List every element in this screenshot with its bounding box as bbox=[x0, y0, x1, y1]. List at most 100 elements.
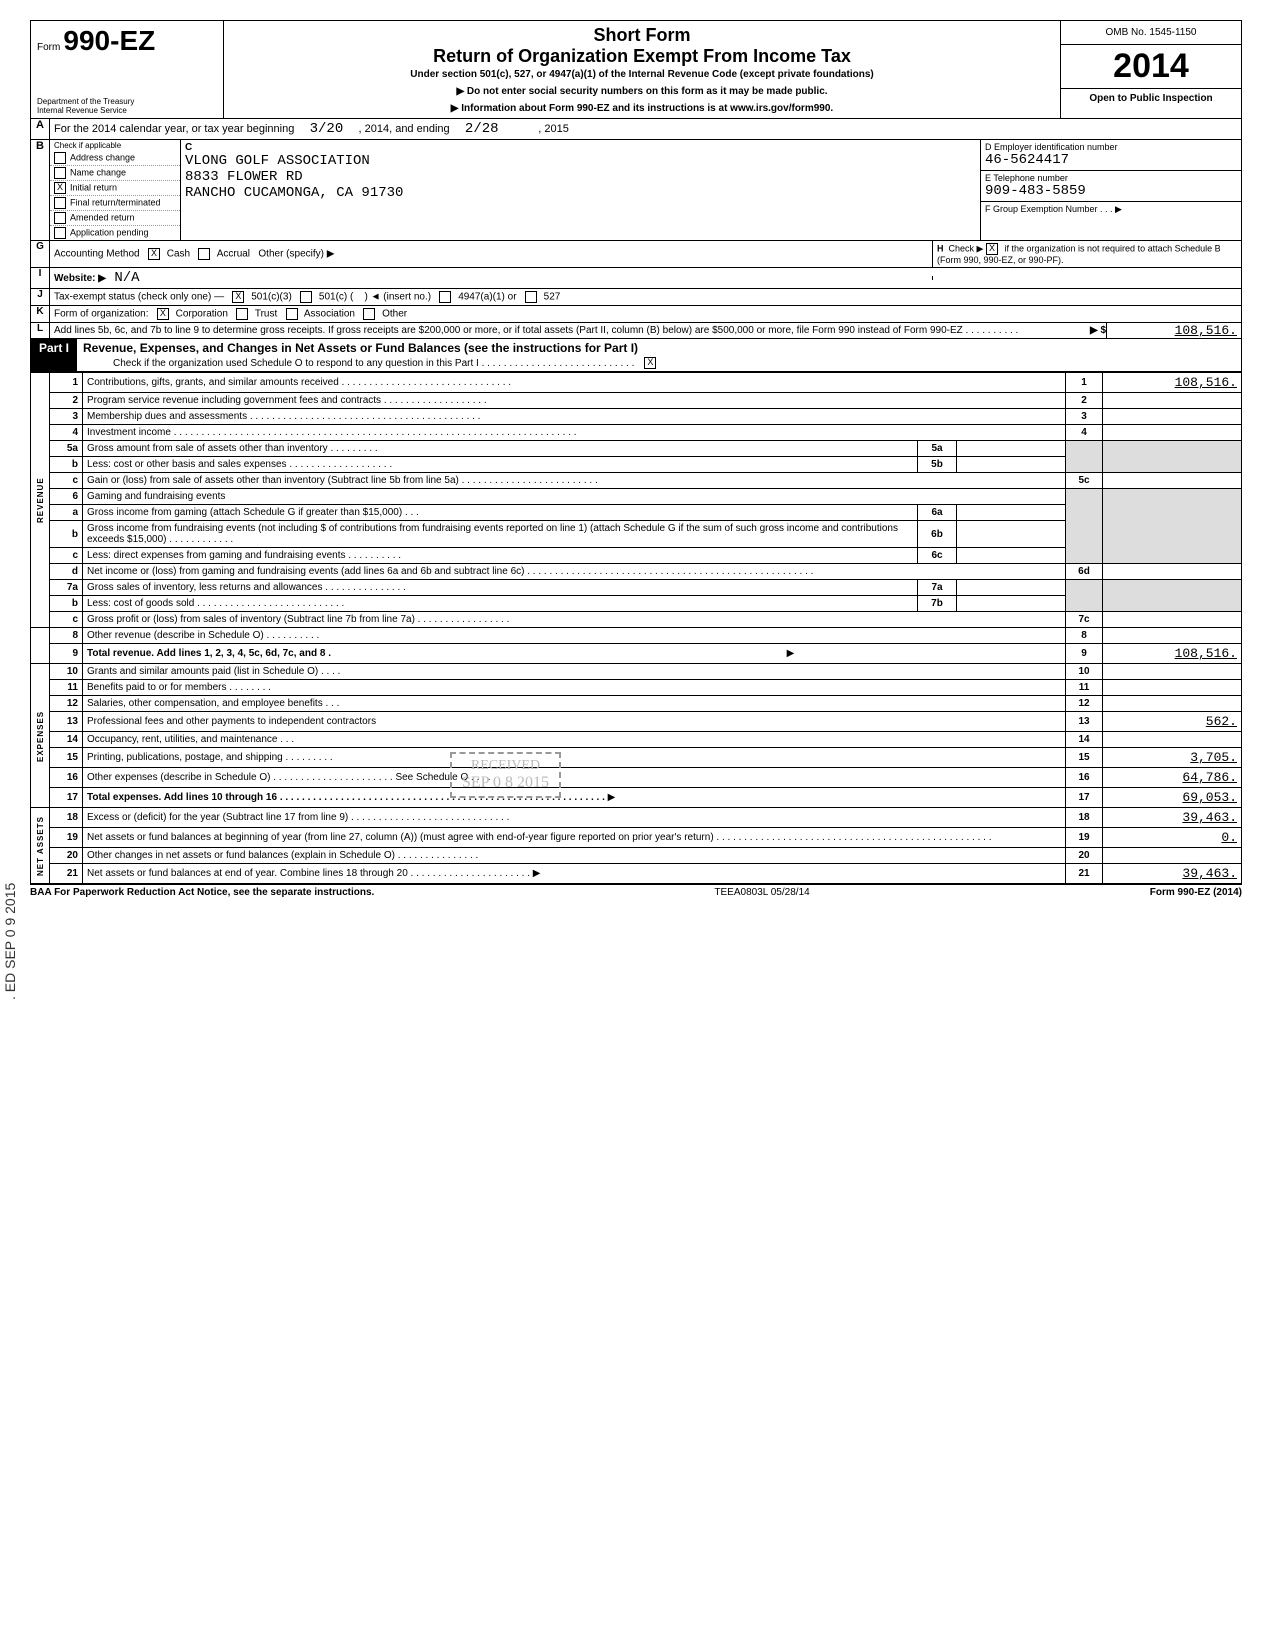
r9-on: 9 bbox=[1066, 644, 1103, 664]
chk-schedule-o[interactable]: X bbox=[644, 357, 656, 369]
chk-name-change[interactable] bbox=[54, 167, 66, 179]
r5c-num: c bbox=[50, 473, 83, 489]
r4-num: 4 bbox=[50, 425, 83, 441]
opt-501c: 501(c) ( bbox=[319, 292, 353, 303]
label-j: J bbox=[31, 289, 50, 305]
r5c-on: 5c bbox=[1066, 473, 1103, 489]
r9-ov: 108,516. bbox=[1103, 644, 1242, 664]
r8-num: 8 bbox=[50, 628, 83, 644]
label-g: G bbox=[31, 241, 50, 267]
line-l-text: Add lines 5b, 6c, and 7b to line 9 to de… bbox=[50, 323, 1046, 338]
chk-accrual[interactable] bbox=[198, 248, 210, 260]
acct-method-label: Accounting Method bbox=[54, 249, 140, 260]
r17-num: 17 bbox=[50, 788, 83, 808]
chk-h[interactable]: X bbox=[986, 243, 998, 255]
opt-final: Final return/terminated bbox=[70, 197, 161, 207]
chk-initial-return[interactable]: X bbox=[54, 182, 66, 194]
chk-amended-return[interactable] bbox=[54, 212, 66, 224]
r15-ov: 3,705. bbox=[1103, 748, 1242, 768]
r4-ov bbox=[1103, 425, 1242, 441]
chk-501c[interactable] bbox=[300, 291, 312, 303]
r12-on: 12 bbox=[1066, 696, 1103, 712]
label-h: H bbox=[937, 243, 944, 253]
chk-application-pending[interactable] bbox=[54, 227, 66, 239]
opt-trust: Trust bbox=[255, 309, 277, 320]
chk-trust[interactable] bbox=[236, 308, 248, 320]
block-bcdef: B Check if applicable Address change Nam… bbox=[30, 140, 1242, 241]
ssn-warning: ▶ Do not enter social security numbers o… bbox=[230, 86, 1054, 97]
chk-527[interactable] bbox=[525, 291, 537, 303]
r5b-num: b bbox=[50, 457, 83, 473]
r17-arrow: ▶ bbox=[608, 792, 616, 803]
r18-desc: Excess or (deficit) for the year (Subtra… bbox=[83, 808, 1066, 828]
footer-mid: TEEA0803L 05/28/14 bbox=[714, 887, 809, 898]
tax-year: 2014 bbox=[1061, 45, 1241, 89]
r14-on: 14 bbox=[1066, 732, 1103, 748]
r2-on: 2 bbox=[1066, 393, 1103, 409]
opt-amended: Amended return bbox=[70, 212, 135, 222]
chk-501c3[interactable]: X bbox=[232, 291, 244, 303]
chk-corp[interactable]: X bbox=[157, 308, 169, 320]
begin-date: 3/20 bbox=[310, 121, 344, 137]
r7c-desc: Gross profit or (loss) from sales of inv… bbox=[83, 612, 1066, 628]
r7a-num: 7a bbox=[50, 580, 83, 596]
r16-ov: 64,786. bbox=[1103, 768, 1242, 788]
r15-desc: Printing, publications, postage, and shi… bbox=[83, 748, 1066, 768]
r20-desc: Other changes in net assets or fund bala… bbox=[83, 848, 1066, 864]
label-f: F Group Exemption Number . . . ▶ bbox=[985, 204, 1237, 215]
h-text1: Check ▶ bbox=[949, 243, 984, 253]
r21-arrow: ▶ bbox=[533, 868, 541, 879]
r18-num: 18 bbox=[50, 808, 83, 828]
r5b-desc: Less: cost or other basis and sales expe… bbox=[83, 457, 918, 473]
opt-corp: Corporation bbox=[176, 309, 228, 320]
r5b-in: 5b bbox=[918, 457, 957, 473]
r7c-ov bbox=[1103, 612, 1242, 628]
r21-num: 21 bbox=[50, 864, 83, 884]
r9-desc: Total revenue. Add lines 1, 2, 3, 4, 5c,… bbox=[87, 648, 331, 659]
r6d-on: 6d bbox=[1066, 564, 1103, 580]
opt-501c3: 501(c)(3) bbox=[251, 292, 292, 303]
r15-num: 15 bbox=[50, 748, 83, 768]
chk-assoc[interactable] bbox=[286, 308, 298, 320]
other-label: Other (specify) ▶ bbox=[258, 249, 334, 260]
r14-num: 14 bbox=[50, 732, 83, 748]
r6d-num: d bbox=[50, 564, 83, 580]
r1-on: 1 bbox=[1066, 373, 1103, 393]
r5a-in: 5a bbox=[918, 441, 957, 457]
r12-num: 12 bbox=[50, 696, 83, 712]
r6c-in: 6c bbox=[918, 548, 957, 564]
r10-on: 10 bbox=[1066, 664, 1103, 680]
chk-4947[interactable] bbox=[439, 291, 451, 303]
cash-label: Cash bbox=[167, 249, 190, 260]
chk-address-change[interactable] bbox=[54, 152, 66, 164]
r20-ov bbox=[1103, 848, 1242, 864]
org-addr1: 8833 FLOWER RD bbox=[185, 169, 976, 185]
label-k: K bbox=[31, 306, 50, 322]
footer-left: BAA For Paperwork Reduction Act Notice, … bbox=[30, 887, 374, 898]
omb-number: OMB No. 1545-1150 bbox=[1061, 21, 1241, 45]
open-public: Open to Public Inspection bbox=[1061, 89, 1241, 108]
r10-desc: Grants and similar amounts paid (list in… bbox=[83, 664, 1066, 680]
r7b-desc: Less: cost of goods sold . . . . . . . .… bbox=[83, 596, 918, 612]
r6c-desc: Less: direct expenses from gaming and fu… bbox=[83, 548, 918, 564]
chk-other[interactable] bbox=[363, 308, 375, 320]
r11-num: 11 bbox=[50, 680, 83, 696]
r7a-iv bbox=[957, 580, 1066, 596]
received-stamp-vertical: . ED SEP 0 9 2015 bbox=[2, 883, 18, 1000]
line-a-text-c: , 2015 bbox=[538, 123, 569, 135]
form-prefix: Form bbox=[37, 42, 60, 53]
r9-arrow: ▶ bbox=[787, 648, 795, 659]
chk-final-return[interactable] bbox=[54, 197, 66, 209]
website-value: N/A bbox=[114, 270, 139, 286]
r2-ov bbox=[1103, 393, 1242, 409]
sidebar-revenue: REVENUE bbox=[31, 373, 50, 628]
r7a-desc: Gross sales of inventory, less returns a… bbox=[83, 580, 918, 596]
opt-4947: 4947(a)(1) or bbox=[458, 292, 516, 303]
r4-on: 4 bbox=[1066, 425, 1103, 441]
r2-num: 2 bbox=[50, 393, 83, 409]
line-a-text-b: , 2014, and ending bbox=[359, 123, 450, 135]
chk-cash[interactable]: X bbox=[148, 248, 160, 260]
label-b: B bbox=[31, 140, 50, 240]
ein-value: 46-5624417 bbox=[985, 152, 1237, 168]
r21-on: 21 bbox=[1066, 864, 1103, 884]
